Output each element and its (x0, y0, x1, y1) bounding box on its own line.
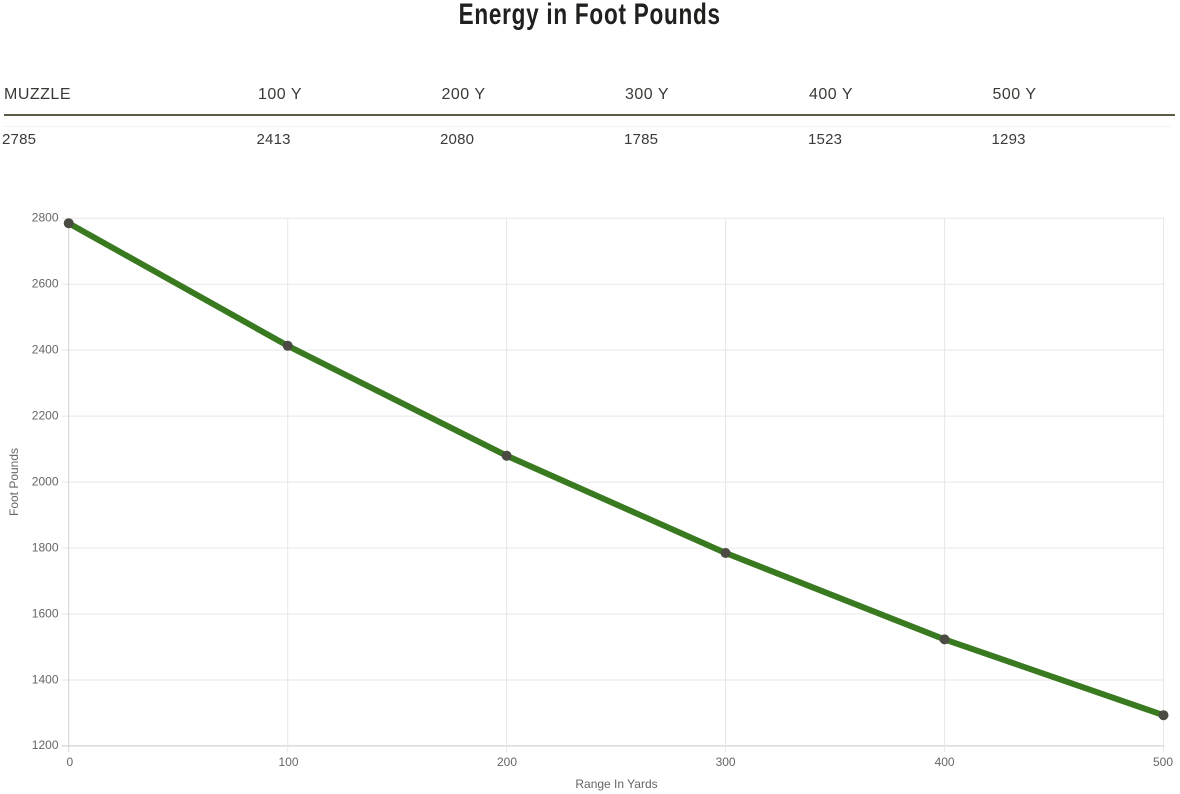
svg-text:2200: 2200 (32, 408, 59, 422)
svg-text:500: 500 (1153, 755, 1173, 769)
svg-text:300: 300 (716, 755, 736, 769)
svg-text:2400: 2400 (32, 342, 59, 356)
svg-text:2800: 2800 (32, 211, 59, 225)
svg-text:1800: 1800 (32, 540, 59, 554)
svg-text:1400: 1400 (32, 672, 59, 686)
svg-text:200: 200 (497, 755, 517, 769)
svg-text:Range In Yards: Range In Yards (575, 777, 657, 791)
svg-text:0: 0 (67, 755, 74, 769)
svg-text:1600: 1600 (32, 606, 59, 620)
svg-text:2600: 2600 (32, 277, 59, 291)
svg-text:400: 400 (935, 755, 955, 769)
svg-text:1200: 1200 (32, 738, 59, 752)
svg-text:2000: 2000 (32, 474, 59, 488)
svg-text:Foot Pounds: Foot Pounds (7, 448, 21, 516)
svg-text:100: 100 (278, 755, 298, 769)
